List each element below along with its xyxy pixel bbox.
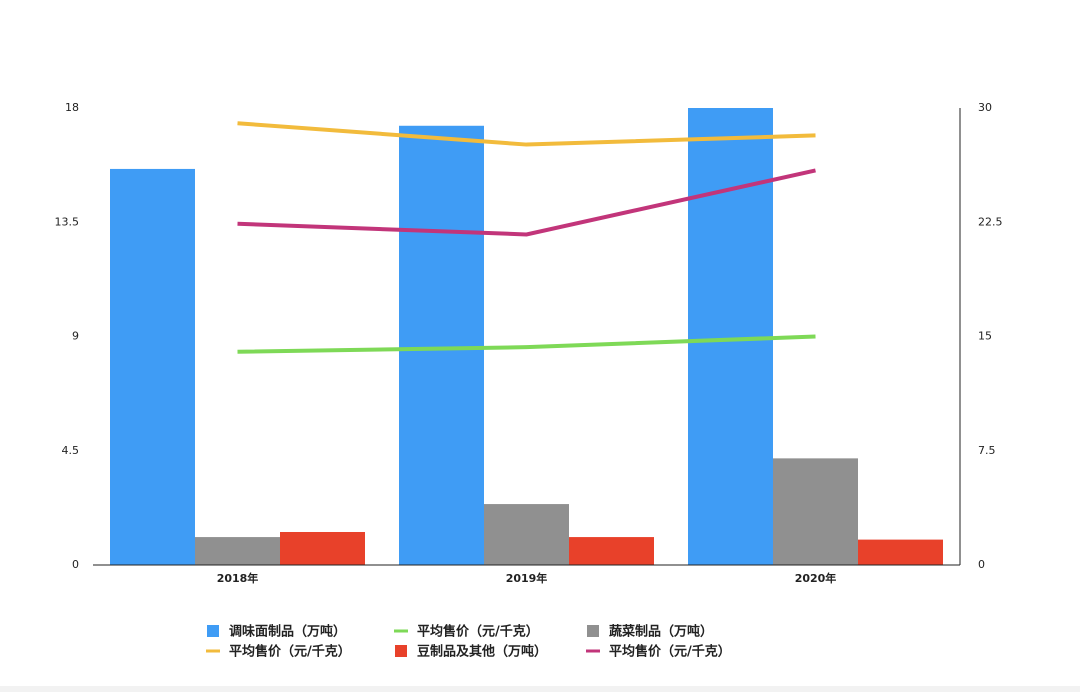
legend-label: 豆制品及其他（万吨） [417,644,547,660]
x-tick-label: 2018年 [217,571,259,585]
line [237,121,816,147]
y2-tick-label: 22.5 [978,215,1003,228]
x-tick-label: 2019年 [506,571,548,585]
y-tick-label: 9 [72,330,79,343]
y-tick-label: 18 [65,101,79,114]
x-tick-label: 2020年 [795,571,837,585]
y-tick-label: 4.5 [62,444,80,457]
line [237,168,816,237]
bar [280,531,365,565]
bar [688,108,773,565]
bar [858,539,943,565]
legend-label: 平均售价（元/千克） [609,644,731,660]
legend-swatch [207,625,219,637]
y2-tick-label: 7.5 [978,444,996,457]
bar [484,504,569,565]
legend-swatch [587,625,599,637]
bar [569,537,654,565]
y-tick-label: 13.5 [55,215,80,228]
legend-label: 平均售价（元/千克） [417,624,539,640]
y2-tick-label: 0 [978,558,985,571]
legend-label: 调味面制品（万吨） [229,624,346,640]
bottom-strip [0,686,1080,692]
legend-swatch [395,645,407,657]
y2-tick-label: 15 [978,330,992,343]
line [237,334,816,354]
legend-label: 蔬菜制品（万吨） [609,624,713,640]
y2-tick-label: 30 [978,101,992,114]
bar [399,125,484,566]
bar [110,168,195,565]
bar [195,537,280,565]
legend-label: 平均售价（元/千克） [229,644,351,660]
bar [773,458,858,565]
y-tick-label: 0 [72,558,79,571]
